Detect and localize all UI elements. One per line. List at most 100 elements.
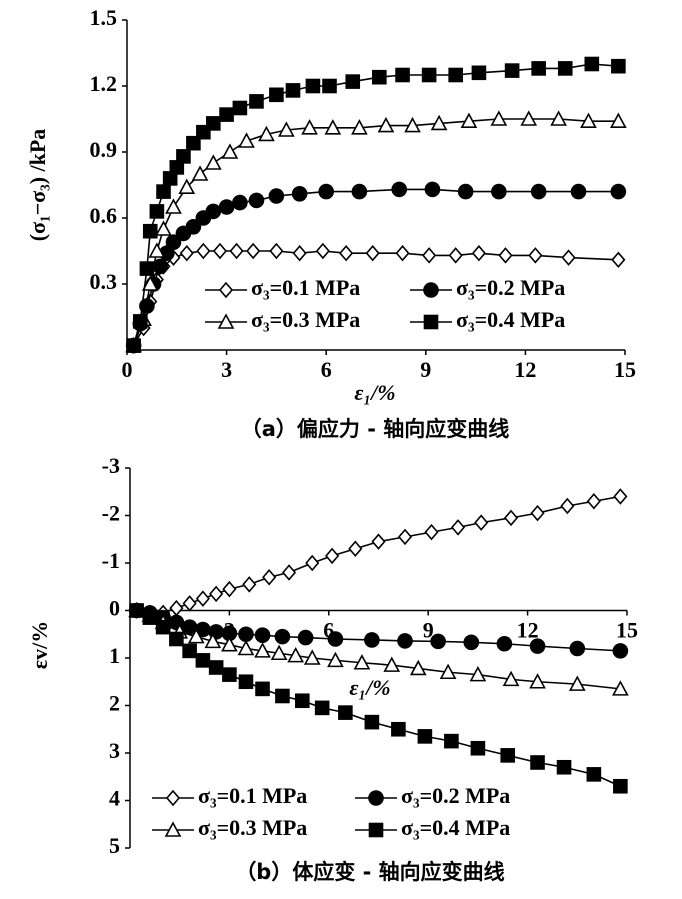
marker xyxy=(195,653,211,668)
y-axis-label: εv/% xyxy=(27,621,52,670)
marker xyxy=(395,67,410,83)
marker xyxy=(148,242,166,258)
marker xyxy=(503,509,519,527)
y-tick-label: 0.6 xyxy=(90,203,118,228)
legend-marker xyxy=(423,314,439,330)
marker xyxy=(238,132,255,148)
marker xyxy=(611,251,626,269)
y-tick-label: 0.9 xyxy=(90,137,118,162)
y-tick-label: -3 xyxy=(102,453,120,478)
marker xyxy=(611,58,626,74)
x-axis-label: ε₁/% xyxy=(354,380,395,405)
legend-item: σ₃=0.3 MPa xyxy=(205,307,360,332)
marker xyxy=(305,554,320,572)
marker xyxy=(262,569,277,586)
legend-label: σ₃=0.4 MPa xyxy=(401,815,510,840)
legend-label: σ₃=0.2 MPa xyxy=(401,783,510,808)
marker xyxy=(498,247,513,264)
caption: （a）偏应力 - 轴向应变曲线 xyxy=(241,417,510,441)
marker xyxy=(490,110,508,126)
y-tick-label: -2 xyxy=(102,501,120,526)
marker xyxy=(580,112,597,128)
legend-marker xyxy=(217,313,235,329)
marker xyxy=(351,119,368,135)
marker xyxy=(303,649,321,665)
marker xyxy=(383,656,401,672)
marker xyxy=(222,667,237,682)
marker xyxy=(474,514,489,531)
legend-label: σ₃=0.1 MPa xyxy=(198,783,307,808)
marker xyxy=(568,675,586,691)
legend-item: σ₃=0.1 MPa xyxy=(152,783,307,808)
marker xyxy=(610,112,627,128)
marker xyxy=(169,631,184,647)
legend-label: σ₃=0.2 MPa xyxy=(456,275,565,300)
marker xyxy=(218,199,235,215)
marker xyxy=(165,234,182,250)
marker xyxy=(528,247,543,264)
legend-label: σ₃=0.3 MPa xyxy=(251,307,360,332)
legend-item: σ₃=0.4 MPa xyxy=(355,815,510,840)
marker xyxy=(327,651,344,668)
x-tick-label: 9 xyxy=(423,618,434,643)
marker xyxy=(204,154,222,170)
x-tick-label: 12 xyxy=(514,357,536,382)
marker xyxy=(531,61,546,76)
marker xyxy=(530,504,545,522)
marker xyxy=(206,116,221,131)
marker xyxy=(195,590,210,607)
marker xyxy=(584,56,600,72)
marker xyxy=(550,110,567,126)
marker xyxy=(254,627,271,644)
y-tick-label: -1 xyxy=(102,548,120,573)
x-tick-label: 6 xyxy=(321,357,332,382)
y-tick-label: 1 xyxy=(109,643,120,668)
marker xyxy=(610,183,627,200)
marker xyxy=(179,244,194,262)
marker xyxy=(395,244,410,262)
x-tick-label: 12 xyxy=(517,618,539,643)
marker xyxy=(222,580,237,598)
marker xyxy=(351,183,368,200)
marker xyxy=(612,680,629,696)
y-tick-label: 4 xyxy=(109,786,120,811)
marker xyxy=(371,533,386,550)
marker xyxy=(246,242,261,260)
x-tick-label: 9 xyxy=(420,357,431,382)
y-tick-label: 1.2 xyxy=(90,71,118,96)
marker xyxy=(208,660,224,675)
marker xyxy=(612,643,629,659)
marker xyxy=(249,94,264,109)
marker xyxy=(270,644,288,661)
marker xyxy=(126,338,141,353)
marker xyxy=(460,112,478,128)
marker xyxy=(397,528,413,546)
legend-label: σ₃=0.4 MPa xyxy=(456,307,565,332)
x-tick-label: 15 xyxy=(616,618,638,643)
marker xyxy=(569,640,586,657)
marker xyxy=(471,65,487,81)
marker xyxy=(281,564,297,581)
marker xyxy=(268,188,285,204)
marker xyxy=(353,654,371,670)
marker xyxy=(169,599,184,617)
marker xyxy=(191,165,209,181)
marker xyxy=(324,119,342,135)
marker xyxy=(269,87,284,103)
marker xyxy=(132,314,148,329)
y-tick-label: 3 xyxy=(109,738,120,763)
y-tick-label: 5 xyxy=(109,833,120,858)
legend-item: σ₃=0.2 MPa xyxy=(355,783,510,808)
marker xyxy=(471,244,486,262)
marker xyxy=(491,183,507,200)
marker xyxy=(529,638,546,654)
marker xyxy=(237,639,255,656)
y-tick-label: 1.5 xyxy=(90,5,118,30)
marker xyxy=(450,519,466,536)
marker xyxy=(129,603,144,618)
legend-item: σ₃=0.2 MPa xyxy=(410,275,565,300)
marker xyxy=(285,83,301,98)
marker xyxy=(530,755,545,770)
series-line xyxy=(132,63,619,346)
marker xyxy=(504,63,520,78)
